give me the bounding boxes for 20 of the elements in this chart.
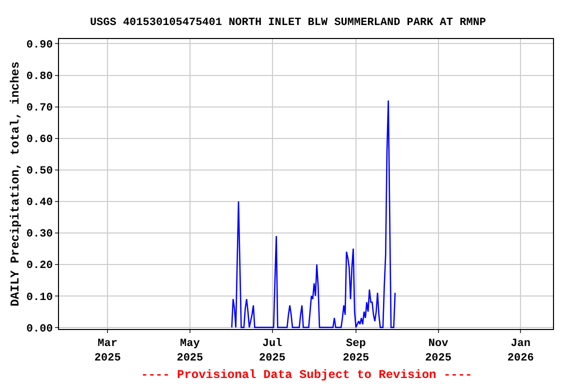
- y-tick-label: 0.40: [26, 197, 53, 210]
- y-tick-label: 0.90: [26, 40, 53, 52]
- y-axis-title: DAILY Precipitation, total, inches: [8, 62, 23, 306]
- y-tick-label: 0.00: [26, 323, 53, 336]
- y-tick-label: 0.70: [26, 102, 53, 115]
- x-tick-label: Sep 2025: [342, 338, 370, 364]
- x-tick-label: Nov 2025: [425, 338, 452, 364]
- y-tick-label: 0.60: [26, 134, 53, 146]
- y-tick-label: 0.80: [26, 71, 53, 84]
- text: ---- Provisional Data Subject to Revision ----: [141, 368, 472, 382]
- y-tick-label: 0.30: [26, 228, 53, 241]
- x-tick-label: Jan 2026: [507, 338, 534, 364]
- y-tick-label: 0.20: [26, 260, 53, 272]
- y-tick-label: 0.10: [26, 292, 53, 304]
- x-tick-label: Jul 2025: [259, 338, 286, 364]
- x-tick-label: May 2025: [176, 338, 204, 364]
- x-tick-label: Mar 2025: [94, 338, 122, 364]
- y-tick-label: 0.50: [26, 166, 53, 178]
- line-series: [231, 100, 396, 328]
- chart-title: USGS 401530105475401 NORTH INLET BLW SUMMERLAND PARK AT RMNP: [90, 16, 486, 29]
